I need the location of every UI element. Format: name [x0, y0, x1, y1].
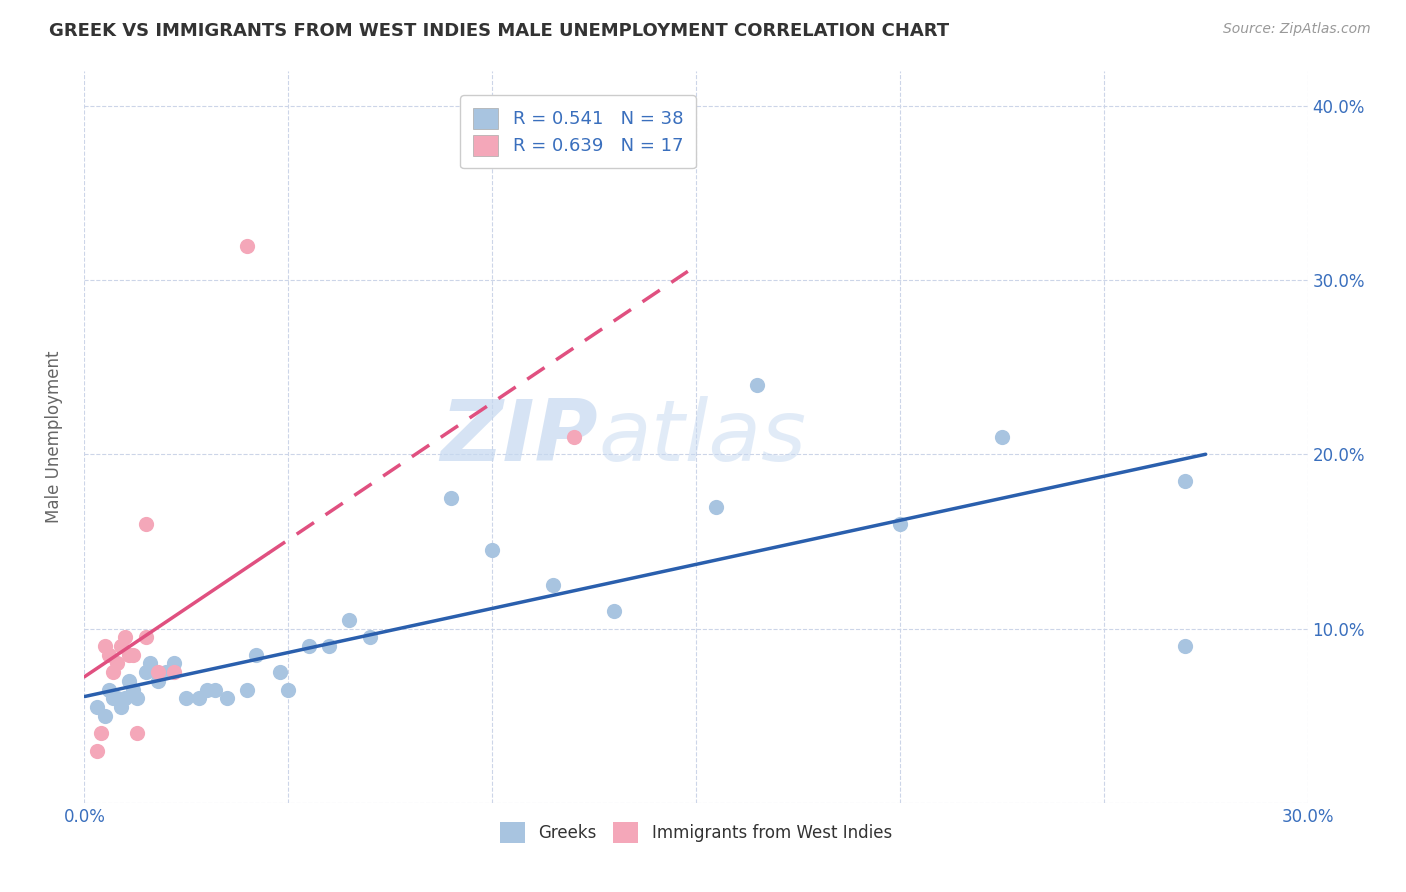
Point [603, 604, 626, 618]
Legend: Greeks, Immigrants from West Indies: Greeks, Immigrants from West Indies [494, 815, 898, 849]
Text: Source: ZipAtlas.com: Source: ZipAtlas.com [1223, 22, 1371, 37]
Point [1174, 474, 1197, 488]
Point [118, 673, 141, 688]
Text: ZIP: ZIP [440, 395, 598, 479]
Point [236, 238, 259, 252]
Point [127, 726, 149, 740]
Point [135, 631, 157, 645]
Point [195, 682, 218, 697]
Point [163, 665, 186, 680]
Point [318, 639, 340, 653]
Point [889, 517, 911, 532]
Text: atlas: atlas [598, 395, 806, 479]
Point [359, 631, 381, 645]
Point [135, 665, 157, 680]
Point [146, 665, 169, 680]
Point [339, 613, 361, 627]
Point [127, 691, 149, 706]
Point [122, 648, 145, 662]
Point [93, 639, 115, 653]
Point [217, 691, 239, 706]
Point [110, 639, 132, 653]
Point [991, 430, 1014, 444]
Point [86, 700, 108, 714]
Point [187, 691, 209, 706]
Point [97, 648, 120, 662]
Point [114, 691, 136, 706]
Y-axis label: Male Unemployment: Male Unemployment [45, 351, 63, 524]
Point [138, 657, 160, 671]
Point [298, 639, 321, 653]
Point [543, 578, 565, 592]
Point [562, 430, 585, 444]
Point [747, 377, 769, 392]
Point [93, 708, 115, 723]
Point [114, 631, 136, 645]
Point [97, 682, 120, 697]
Point [105, 657, 128, 671]
Point [1174, 639, 1197, 653]
Point [146, 673, 169, 688]
Text: GREEK VS IMMIGRANTS FROM WEST INDIES MALE UNEMPLOYMENT CORRELATION CHART: GREEK VS IMMIGRANTS FROM WEST INDIES MAL… [49, 22, 949, 40]
Point [101, 691, 124, 706]
Point [163, 657, 186, 671]
Point [105, 691, 128, 706]
Point [174, 691, 197, 706]
Point [135, 517, 157, 532]
Point [236, 682, 259, 697]
Point [90, 726, 112, 740]
Point [269, 665, 291, 680]
Point [86, 743, 108, 757]
Point [155, 665, 177, 680]
Point [118, 648, 141, 662]
Point [706, 500, 728, 514]
Point [110, 700, 132, 714]
Point [277, 682, 299, 697]
Point [204, 682, 226, 697]
Point [245, 648, 267, 662]
Point [440, 491, 463, 505]
Point [101, 665, 124, 680]
Point [122, 682, 145, 697]
Point [481, 543, 503, 558]
